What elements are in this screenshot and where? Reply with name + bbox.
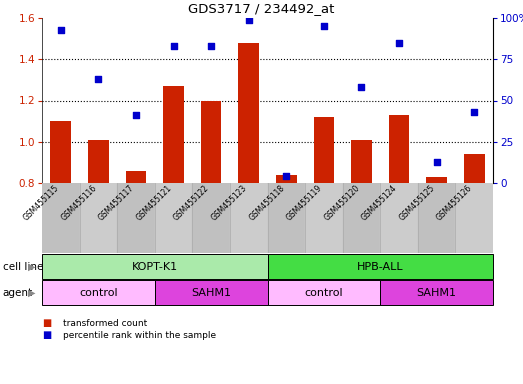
Text: GSM455125: GSM455125 (397, 183, 437, 222)
Text: GSM455115: GSM455115 (22, 183, 61, 222)
Text: agent: agent (3, 288, 33, 298)
Text: GSM455118: GSM455118 (247, 183, 286, 222)
Bar (117, 183, 155, 253)
Bar (230, 183, 267, 253)
Bar (88, 140, 109, 183)
Bar (126, 170, 146, 183)
Text: ■: ■ (42, 330, 51, 340)
Point (56, 26, 65, 33)
Text: GSM455126: GSM455126 (435, 183, 474, 222)
Text: HPB-ALL: HPB-ALL (357, 262, 404, 271)
Bar (305, 183, 343, 253)
Bar (192, 183, 230, 253)
Point (207, 43, 215, 49)
Point (320, 23, 328, 29)
Bar (50, 121, 71, 183)
Text: KOPT-K1: KOPT-K1 (132, 262, 178, 271)
Text: GSM455120: GSM455120 (322, 183, 361, 222)
Text: SAHM1: SAHM1 (417, 288, 457, 298)
Text: percentile rank within the sample: percentile rank within the sample (63, 331, 216, 339)
Bar (276, 175, 297, 183)
Bar (389, 115, 410, 183)
Bar (155, 280, 267, 305)
Point (132, 112, 140, 118)
Point (169, 43, 178, 49)
Text: GDS3717 / 234492_at: GDS3717 / 234492_at (188, 2, 335, 15)
Text: SAHM1: SAHM1 (191, 288, 231, 298)
Point (245, 17, 253, 23)
Text: GSM455117: GSM455117 (97, 183, 136, 222)
Text: GSM455119: GSM455119 (285, 183, 324, 222)
Bar (155, 183, 192, 253)
Bar (42, 254, 267, 279)
Bar (163, 86, 184, 183)
Text: ▶: ▶ (28, 262, 35, 271)
Text: ▶: ▶ (28, 288, 35, 298)
Point (433, 159, 441, 165)
Text: control: control (79, 288, 118, 298)
Bar (380, 280, 493, 305)
Bar (79, 183, 117, 253)
Bar (42, 280, 155, 305)
Bar (42, 183, 79, 253)
Point (94, 76, 103, 82)
Bar (238, 43, 259, 183)
Bar (267, 183, 305, 253)
Bar (343, 183, 380, 253)
Point (395, 40, 403, 46)
Bar (267, 280, 380, 305)
Text: GSM455121: GSM455121 (134, 183, 174, 222)
Point (282, 173, 290, 179)
Text: GSM455123: GSM455123 (210, 183, 249, 222)
Text: control: control (304, 288, 343, 298)
Bar (201, 101, 221, 183)
Bar (351, 140, 372, 183)
Text: cell line: cell line (3, 262, 43, 271)
Bar (267, 254, 493, 279)
Bar (314, 117, 334, 183)
Text: GSM455124: GSM455124 (360, 183, 399, 222)
Bar (426, 177, 447, 183)
Text: GSM455116: GSM455116 (59, 183, 98, 222)
Bar (380, 183, 418, 253)
Bar (464, 154, 484, 183)
Text: ■: ■ (42, 318, 51, 328)
Bar (456, 183, 493, 253)
Bar (418, 183, 456, 253)
Point (470, 109, 479, 115)
Point (357, 84, 366, 90)
Text: GSM455122: GSM455122 (172, 183, 211, 222)
Text: transformed count: transformed count (63, 318, 147, 328)
